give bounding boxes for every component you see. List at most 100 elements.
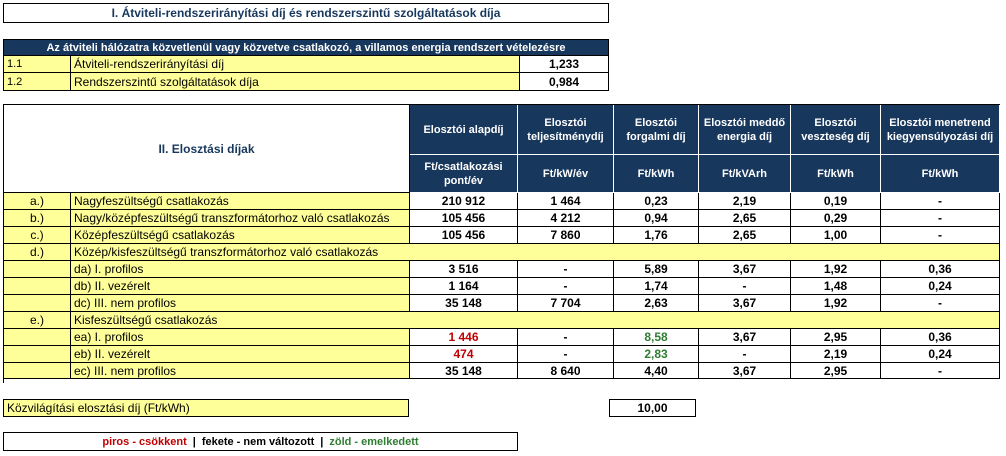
row-label-text: db) II. vezérelt [74, 279, 151, 293]
value-cell-text: 7 704 [550, 296, 581, 310]
column-unit: Ft/csatlakozási pont/év [410, 155, 518, 193]
row-label: Átviteli-rendszerirányítási díj [74, 57, 225, 71]
section1-row-value: 0,984 [520, 73, 609, 91]
value-cell: 0,29 [791, 210, 881, 227]
column-header-text: Elosztói teljesítménydíj [527, 116, 604, 143]
value-cell-text: 3,67 [732, 363, 757, 378]
value-cell-text: 2,19 [732, 194, 757, 208]
column-header: Elosztói veszteség díj [791, 105, 881, 155]
value-cell: 4 212 [518, 210, 614, 227]
value-cell-text: - [938, 363, 942, 378]
row-label: Rendszerszintű szolgáltatások díja [74, 74, 259, 89]
column-unit-text: Ft/kWh [921, 167, 959, 180]
value-cell-text: 0,36 [928, 330, 952, 344]
value-cell-text: - [938, 194, 942, 208]
section1-title: I. Átviteli-rendszerirányítási díj és re… [3, 3, 609, 23]
legend-green: zöld - emelkedett [329, 435, 419, 448]
value-cell-text: 5,89 [644, 262, 668, 276]
section1-title-text: I. Átviteli-rendszerirányítási díj és re… [111, 6, 501, 20]
value-cell-text: - [742, 347, 747, 361]
value-cell-text: - [938, 228, 942, 242]
value-cell-text: 3,67 [732, 296, 757, 310]
row-value: 1,233 [548, 57, 580, 71]
value-cell-text: 35 148 [445, 363, 482, 378]
street-light-label-box: Közvilágítási elosztási díj (Ft/kWh) [3, 399, 409, 417]
value-cell: 3,67 [699, 295, 791, 312]
value-cell-text: 0,19 [823, 194, 848, 208]
section2-title: II. Elosztási díjak [4, 105, 410, 193]
value-cell-text: 1,92 [823, 262, 848, 276]
value-cell-text: 8 640 [550, 363, 581, 378]
column-unit-text: Ft/kWh [637, 167, 675, 180]
section1-row-value: 1,233 [520, 56, 609, 73]
column-header-text: Elosztói meddő energia díj [703, 116, 786, 143]
value-cell-text: 2,65 [732, 228, 757, 242]
value-cell-text: 1 464 [550, 194, 581, 208]
value-cell: 2,63 [614, 295, 699, 312]
column-unit: Ft/kWh [791, 155, 881, 193]
row-code [4, 363, 71, 379]
section1-row-label: Rendszerszintű szolgáltatások díja [71, 73, 520, 91]
value-cell: 5,89 [614, 261, 699, 278]
column-unit-text: Ft/csatlakozási pont/év [424, 160, 503, 187]
group-label-text: Kisfeszültségű csatlakozás [74, 313, 218, 327]
value-cell: 2,65 [699, 210, 791, 227]
value-cell: 2,83 [614, 346, 699, 363]
row-code: e.) [4, 312, 71, 329]
row-code-text: b.) [29, 211, 44, 225]
value-cell: - [518, 278, 614, 295]
value-cell: - [881, 193, 1000, 210]
row-label: Nagyfeszültségű csatlakozás [71, 193, 410, 210]
value-cell: - [699, 346, 791, 363]
value-cell-text: 0,23 [644, 194, 668, 208]
value-cell-text: 3 516 [448, 262, 479, 276]
column-header: Elosztói meddő energia díj [699, 105, 791, 155]
value-cell: 0,94 [614, 210, 699, 227]
section1-row-label: Átviteli-rendszerirányítási díj [71, 56, 520, 73]
row-label: Nagy/középfeszültségű transzformátorhoz … [71, 210, 410, 227]
row-value: 0,984 [548, 74, 580, 89]
row-label-text: Nagyfeszültségű csatlakozás [74, 194, 229, 208]
value-cell-text: 0,24 [928, 279, 952, 293]
street-light-label: Közvilágítási elosztási díj (Ft/kWh) [7, 401, 190, 415]
section2-table: II. Elosztási díjak Elosztói alapdíj Ft/c… [3, 104, 1000, 383]
value-cell-text: 0,94 [644, 211, 668, 225]
row-code [4, 329, 71, 346]
legend-separator: | [320, 435, 324, 448]
row-label: da) I. profilos [71, 261, 410, 278]
column-unit: Ft/kVArh [699, 155, 791, 193]
value-cell-text: - [563, 347, 568, 361]
row-label: ec) III. nem profilos [71, 363, 410, 379]
value-cell-text: 3,67 [732, 330, 757, 344]
value-cell: 35 148 [410, 363, 518, 379]
value-cell-text: 105 456 [441, 228, 486, 242]
row-label: eb) II. vezérelt [71, 346, 410, 363]
row-number: 1.1 [7, 58, 23, 70]
row-code-text: a.) [29, 194, 44, 208]
value-cell-text: 1,76 [644, 228, 668, 242]
row-code-text: d.) [29, 245, 44, 259]
value-cell: 105 456 [410, 210, 518, 227]
row-code [4, 278, 71, 295]
column-header: Elosztói forgalmi díj [614, 105, 699, 155]
section1-table: Az átviteli hálózatra közvetlenül vagy k… [3, 39, 609, 91]
value-cell-text: 3,67 [732, 262, 757, 276]
value-cell-text: 4,40 [644, 363, 668, 378]
value-cell: 1,92 [791, 295, 881, 312]
row-code [4, 295, 71, 312]
value-cell-text: 4 212 [550, 211, 581, 225]
section1-row-num: 1.2 [4, 73, 71, 91]
value-cell-text: 1,48 [823, 279, 848, 293]
value-cell-text: - [742, 279, 747, 293]
value-cell: 3,67 [699, 363, 791, 379]
column-header-text: Elosztói forgalmi díj [626, 116, 686, 143]
value-cell: 0,36 [881, 329, 1000, 346]
value-cell-text: 0,24 [928, 347, 952, 361]
value-cell-text: 2,95 [823, 330, 848, 344]
row-code: c.) [4, 227, 71, 244]
value-cell: 8,58 [614, 329, 699, 346]
value-cell: 2,19 [791, 346, 881, 363]
value-cell: 3,67 [699, 261, 791, 278]
value-cell: 0,23 [614, 193, 699, 210]
value-cell-text: - [938, 211, 942, 225]
